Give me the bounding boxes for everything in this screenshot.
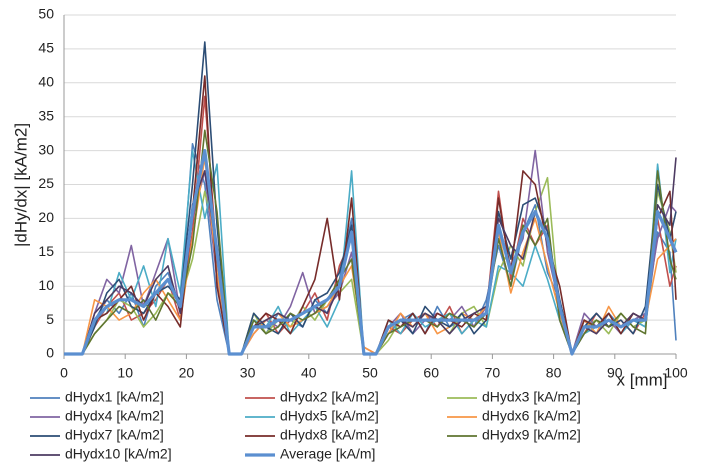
- legend-label: dHydx7 [kA/m2]: [65, 427, 164, 443]
- y-tick-label: 45: [38, 40, 54, 56]
- legend-label: dHydx1 [kA/m2]: [65, 389, 164, 405]
- x-tick-label: 70: [485, 365, 501, 381]
- series-line: [64, 143, 677, 355]
- y-tick-label: 5: [46, 311, 54, 327]
- legend-label: dHydx4 [kA/m2]: [65, 408, 164, 424]
- y-tick-label: 25: [38, 175, 54, 191]
- series-line: [64, 156, 677, 355]
- x-tick-label: 10: [117, 365, 133, 381]
- y-tick-label: 35: [38, 107, 54, 123]
- y-tick-label: 20: [38, 209, 54, 225]
- legend-label: dHydx9 [kA/m2]: [482, 427, 581, 443]
- legend-label: dHydx3 [kA/m2]: [482, 389, 581, 405]
- legend-label: dHydx6 [kA/m2]: [482, 408, 581, 424]
- series-line: [64, 149, 678, 356]
- x-tick-label: 80: [546, 365, 562, 381]
- legend-label: Average [kA/m]: [280, 446, 375, 462]
- legend-label: dHydx5 [kA/m2]: [280, 408, 379, 424]
- x-tick-label: 60: [423, 365, 439, 381]
- x-axis-label: x [mm]: [617, 370, 668, 389]
- y-tick-label: 30: [38, 141, 54, 157]
- y-tick-label: 40: [38, 74, 54, 90]
- y-tick-label: 0: [46, 345, 54, 361]
- legend-label: dHydx2 [kA/m2]: [280, 389, 379, 405]
- y-tick-label: 10: [38, 277, 54, 293]
- series-line: [64, 157, 677, 355]
- x-tick-label: 20: [179, 365, 195, 381]
- x-tick-label: 90: [607, 365, 623, 381]
- y-tick-label: 15: [38, 243, 54, 259]
- legend-label: dHydx10 [kA/m2]: [65, 446, 172, 462]
- x-tick-label: 50: [362, 365, 378, 381]
- y-tick-label: 50: [38, 6, 54, 22]
- x-tick-label: 100: [664, 365, 688, 381]
- x-tick-label: 40: [301, 365, 317, 381]
- y-axis-label: |dHy/dx| [kA/m2]: [11, 123, 30, 247]
- x-tick-label: 0: [60, 365, 68, 381]
- legend-label: dHydx8 [kA/m2]: [280, 427, 379, 443]
- x-tick-label: 30: [240, 365, 256, 381]
